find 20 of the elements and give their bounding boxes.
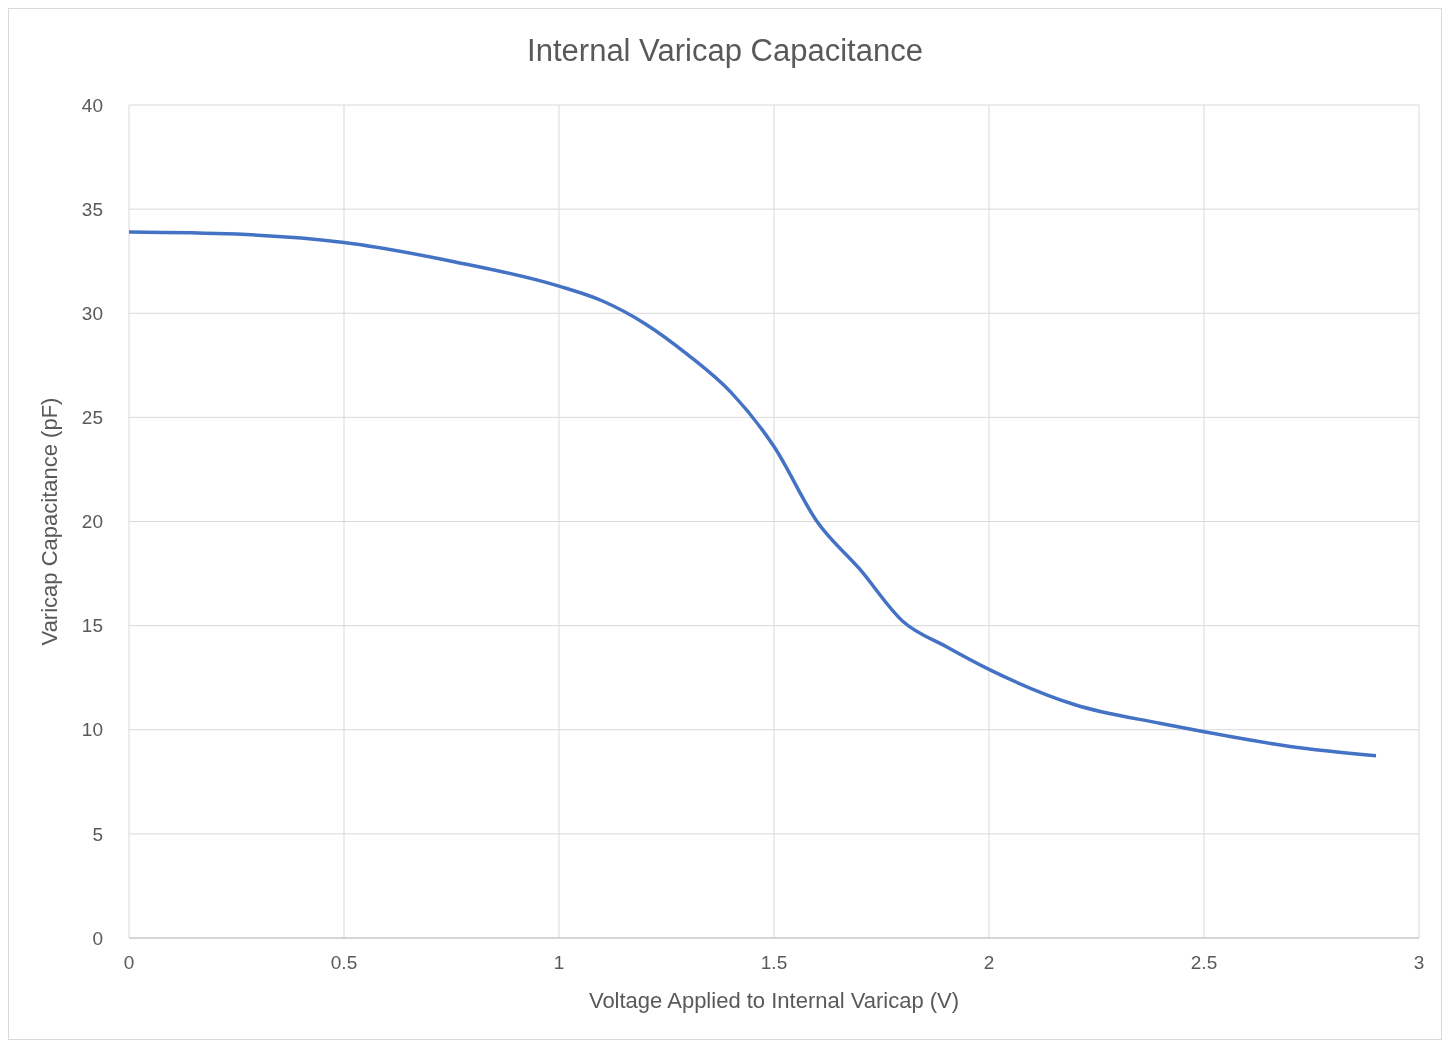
x-tick-label: 1 — [553, 952, 565, 974]
y-tick-label: 5 — [92, 823, 103, 845]
x-axis-title: Voltage Applied to Internal Varicap (V) — [588, 988, 960, 1013]
line-series — [129, 230, 1378, 758]
y-tick-label: 25 — [81, 407, 103, 429]
y-tick-label: 10 — [81, 719, 103, 741]
x-tick-label: 0 — [123, 952, 135, 974]
y-tick-label: 35 — [81, 198, 103, 220]
x-tick-label: 3 — [1413, 952, 1425, 974]
x-tick-label: 1.5 — [760, 952, 788, 974]
y-tick-label: 0 — [92, 927, 103, 949]
y-tick-label: 20 — [81, 511, 103, 533]
y-axis-title: Varicap Capacitance (pF) — [36, 397, 62, 646]
y-tick-label: 40 — [81, 94, 103, 116]
x-tick-label: 2.5 — [1190, 952, 1218, 974]
x-tick-label: 2 — [983, 952, 995, 974]
y-tick-label: 30 — [81, 302, 103, 324]
chart-title: Internal Varicap Capacitance — [526, 32, 924, 70]
y-tick-label: 15 — [81, 615, 103, 637]
x-tick-label: 0.5 — [330, 952, 358, 974]
